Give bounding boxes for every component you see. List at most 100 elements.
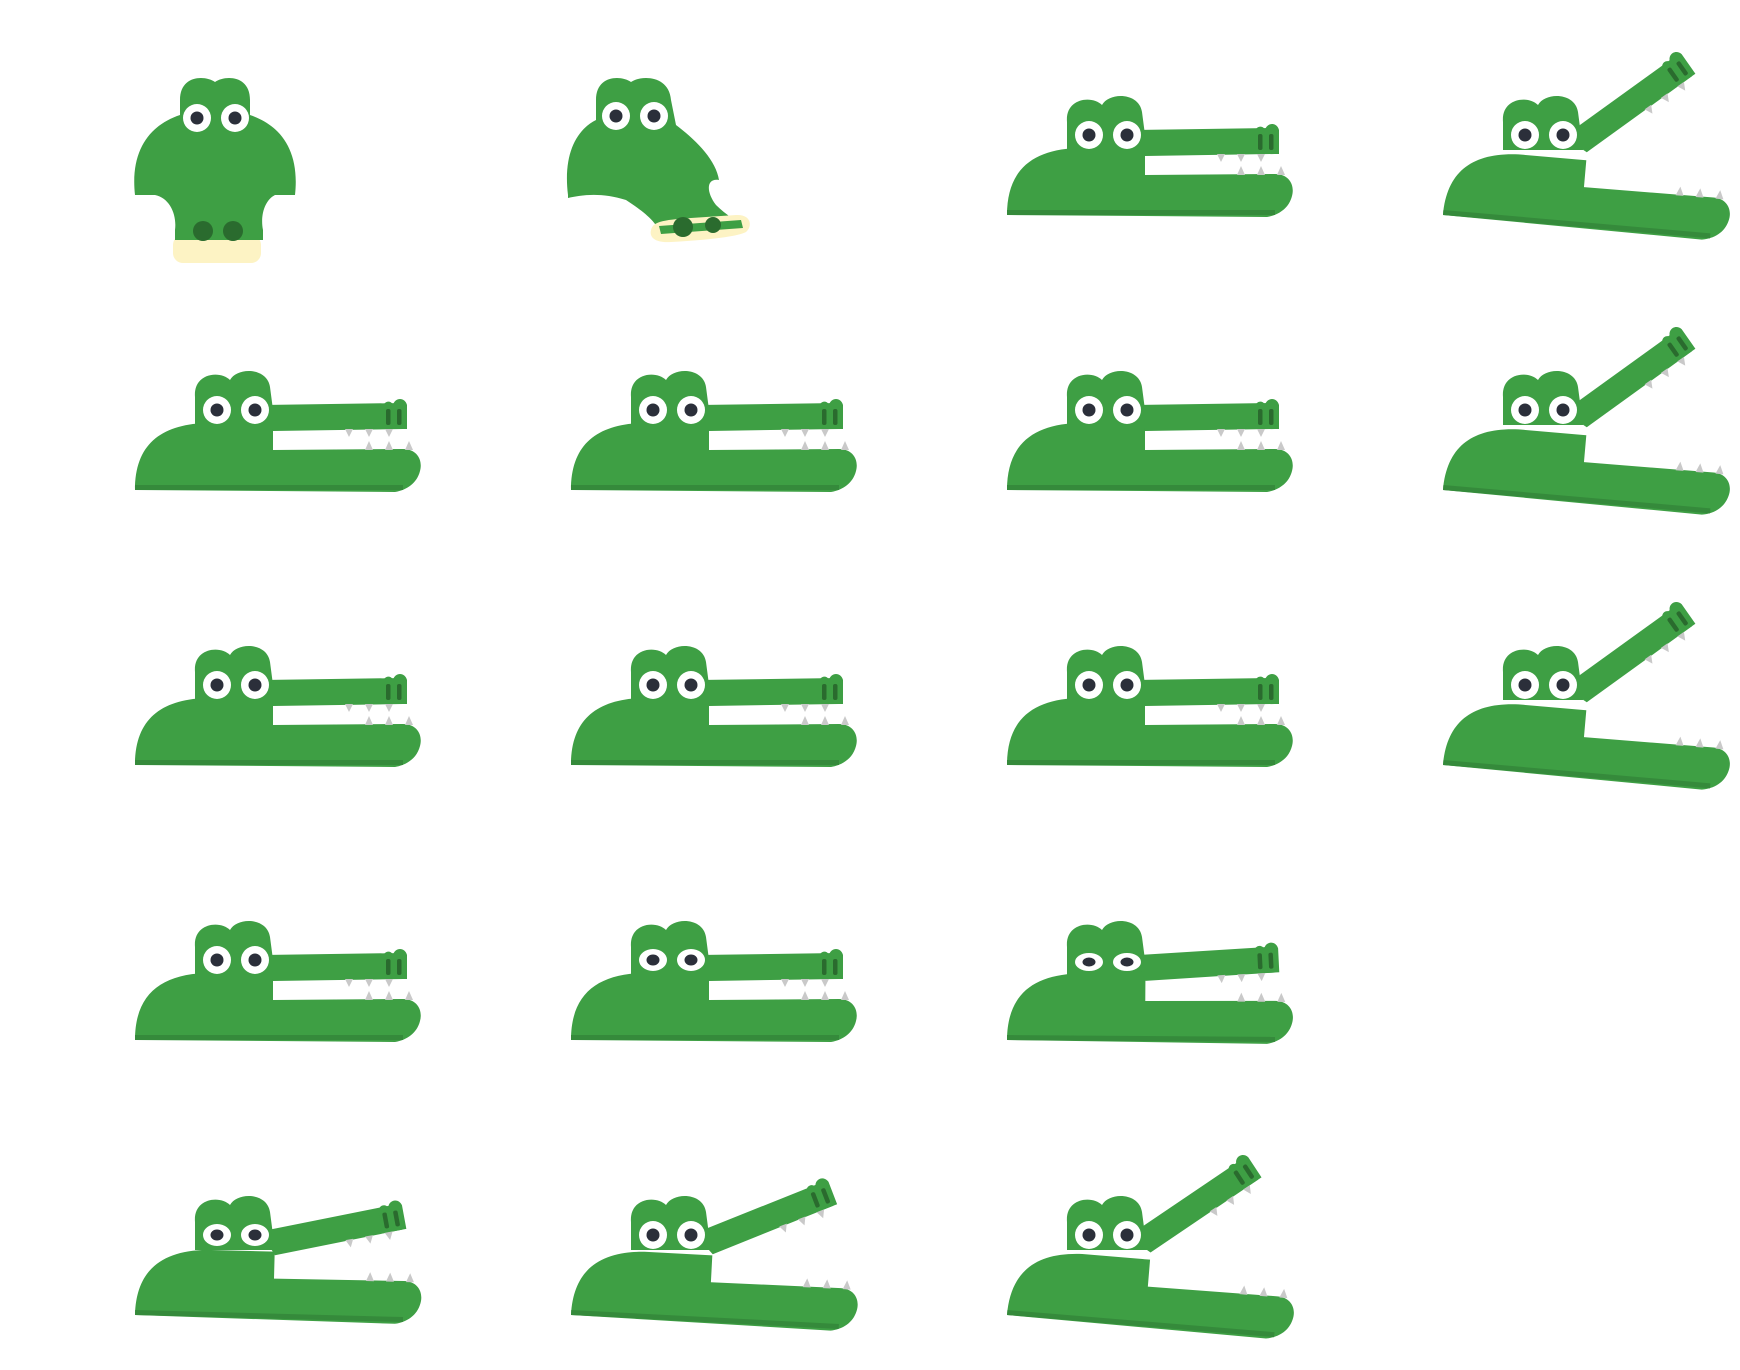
tooth [1237,166,1245,175]
lower-jaw [571,698,857,767]
croc-lower-jaw [135,698,421,767]
eyes [1075,953,1141,971]
sprite-frame [135,920,421,1042]
tooth [1277,716,1285,725]
tooth [1259,1287,1268,1297]
nostril [397,959,402,975]
nostril [1242,1164,1254,1179]
tooth [1279,1288,1288,1299]
croc-side-closed [571,370,857,492]
tooth [781,429,789,437]
tooth [1237,716,1245,725]
croc-side-closed [135,370,421,492]
tooth [1695,738,1704,748]
tooth [385,991,393,1000]
upper-snout [1135,124,1279,162]
nostril [821,1188,830,1204]
tooth [779,1223,787,1233]
upper-snout [699,949,843,987]
nostril [705,217,721,233]
nostril [1257,953,1263,970]
tooth [821,441,829,450]
eye-pupil [647,109,661,123]
tooth [1217,974,1226,984]
nostril [1233,1170,1245,1185]
eye-pupil [1518,403,1532,417]
tooth [1257,154,1265,162]
nostril [193,221,213,241]
nostril [833,684,838,700]
snout-tip [1254,942,1280,974]
nostril [1258,409,1263,425]
tooth [1715,465,1724,475]
eye-pupil [1082,128,1096,142]
jaw-shade [1007,485,1275,490]
eyes [1075,671,1141,699]
tooth [345,979,353,987]
tooth [1257,992,1266,1002]
upper-snout [1134,942,1280,984]
croc-lower-jaw [1443,704,1730,790]
tooth [1257,166,1265,175]
nostril [822,684,827,700]
tooth [405,716,413,725]
sprite-frame [1007,920,1293,1044]
sprite-frame [134,1195,422,1324]
sprite-frame [134,77,296,263]
lower-jaw [571,423,857,492]
croc-lower-jaw [135,423,421,492]
lower-jaw [1007,148,1293,217]
tooth [841,991,849,1000]
eyes [1511,396,1577,424]
nostril [1268,952,1274,969]
croc-upper-jaw [1127,1157,1259,1253]
tooth [801,441,809,450]
croc-upper-jaw [263,403,403,431]
lower-jaw [135,973,421,1042]
tooth [385,716,393,725]
eye-pupil [1556,403,1570,417]
jaw-shade [135,485,403,490]
lower-jaw [571,1251,858,1331]
eyes [639,949,705,971]
eye-pupil [210,403,224,417]
nostril [810,1192,820,1208]
tooth [1660,93,1669,103]
croc-lower-jaw [1007,698,1293,767]
tooth [1660,643,1669,653]
jaw-shade [1007,1035,1276,1042]
upper-snout [263,949,407,987]
nostril [1258,684,1263,700]
nostril [397,684,402,700]
eye-pupil [248,403,262,417]
sprite-frame [571,1178,858,1331]
croc-upper-jaw [1135,403,1275,431]
sprite-frame [135,370,421,492]
jaw-shade [1443,760,1711,789]
tooth [842,1280,851,1290]
eye-pupil [1518,128,1532,142]
upper-snout [1127,1155,1262,1253]
croc-side-closed [1007,95,1293,217]
eye-pupil [684,678,698,692]
eye-pupil [1120,403,1134,417]
nostril [386,959,391,975]
tooth [1237,429,1245,437]
tooth [365,441,373,450]
eye-pupil [210,678,224,692]
lower-jaw [571,973,857,1042]
tooth [841,716,849,725]
sprite-frame [1443,602,1730,790]
tooth [1217,704,1225,712]
nostril [1269,409,1274,425]
croc-upper-jaw [699,403,839,431]
sprite-frame [1443,52,1730,240]
tooth [841,441,849,450]
croc-side-closed-squint [571,920,857,1042]
tooth [1277,166,1285,175]
eye-pupil [210,1229,224,1241]
snout-tip [806,1178,838,1213]
sprite-frame [1007,645,1293,767]
nostril [393,1210,400,1227]
